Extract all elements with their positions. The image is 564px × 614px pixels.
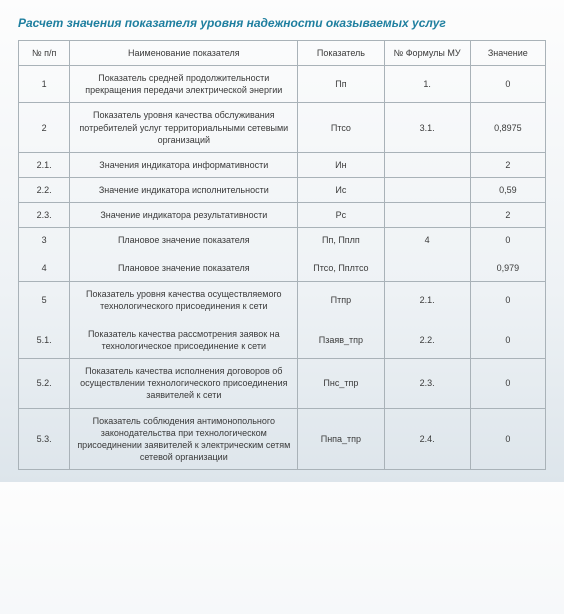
table-row: 2.3.Значение индикатора результативности… [19, 203, 546, 228]
cell-name: Значение индикатора результативности [70, 203, 298, 228]
cell-num: 2.3. [19, 203, 70, 228]
cell-num: 5.2. [19, 359, 70, 408]
cell-num: 5.1. [19, 318, 70, 359]
cell-name: Показатель качества рассмотрения заявок … [70, 318, 298, 359]
cell-formula: 2.3. [384, 359, 470, 408]
col-header-value: Значение [470, 41, 545, 66]
cell-formula: 2.2. [384, 318, 470, 359]
cell-name: Значение индикатора исполнительности [70, 177, 298, 202]
cell-indicator: Рс [298, 203, 384, 228]
table-row: 1Показатель средней продолжительности пр… [19, 66, 546, 103]
cell-num: 2.2. [19, 177, 70, 202]
table-row: 5Показатель уровня качества осуществляем… [19, 281, 546, 318]
cell-num: 5 [19, 281, 70, 318]
table-row: 2.2.Значение индикатора исполнительности… [19, 177, 546, 202]
cell-formula [384, 177, 470, 202]
cell-value: 0 [470, 228, 545, 253]
cell-formula: 1. [384, 66, 470, 103]
indicators-table: № п/п Наименование показателя Показатель… [18, 40, 546, 470]
cell-formula [384, 152, 470, 177]
cell-value: 0,979 [470, 252, 545, 281]
cell-name: Показатель уровня качества обслуживания … [70, 103, 298, 152]
cell-num: 5.3. [19, 408, 70, 470]
table-row: 3Плановое значение показателяПп, Пплп40 [19, 228, 546, 253]
cell-num: 3 [19, 228, 70, 253]
cell-name: Показатель соблюдения антимонопольного з… [70, 408, 298, 470]
cell-value: 0,59 [470, 177, 545, 202]
cell-formula: 2.1. [384, 281, 470, 318]
cell-num: 2.1. [19, 152, 70, 177]
col-header-num: № п/п [19, 41, 70, 66]
col-header-formula: № Формулы МУ [384, 41, 470, 66]
cell-value: 0 [470, 318, 545, 359]
cell-formula [384, 252, 470, 281]
cell-num: 2 [19, 103, 70, 152]
cell-indicator: Птсо [298, 103, 384, 152]
cell-formula [384, 203, 470, 228]
cell-formula: 2.4. [384, 408, 470, 470]
cell-indicator: Птпр [298, 281, 384, 318]
table-row: 4Плановое значение показателяПтсо, Пплтс… [19, 252, 546, 281]
cell-name: Показатель качества исполнения договоров… [70, 359, 298, 408]
cell-value: 0 [470, 408, 545, 470]
cell-indicator: Пп [298, 66, 384, 103]
cell-indicator: Ис [298, 177, 384, 202]
cell-indicator: Пнпа_тпр [298, 408, 384, 470]
cell-num: 1 [19, 66, 70, 103]
col-header-name: Наименование показателя [70, 41, 298, 66]
cell-indicator: Пнс_тпр [298, 359, 384, 408]
cell-indicator: Ин [298, 152, 384, 177]
cell-name: Плановое значение показателя [70, 252, 298, 281]
cell-value: 0 [470, 359, 545, 408]
table-row: 5.2.Показатель качества исполнения догов… [19, 359, 546, 408]
cell-indicator: Пп, Пплп [298, 228, 384, 253]
cell-indicator: Пзаяв_тпр [298, 318, 384, 359]
cell-formula: 4 [384, 228, 470, 253]
cell-value: 0,8975 [470, 103, 545, 152]
cell-formula: 3.1. [384, 103, 470, 152]
table-row: 5.1.Показатель качества рассмотрения зая… [19, 318, 546, 359]
cell-name: Плановое значение показателя [70, 228, 298, 253]
cell-indicator: Птсо, Пплтсо [298, 252, 384, 281]
cell-name: Показатель уровня качества осуществляемо… [70, 281, 298, 318]
page-title: Расчет значения показателя уровня надежн… [18, 16, 546, 30]
cell-value: 2 [470, 152, 545, 177]
cell-value: 0 [470, 281, 545, 318]
cell-value: 0 [470, 66, 545, 103]
cell-name: Показатель средней продолжительности пре… [70, 66, 298, 103]
cell-name: Значения индикатора информативности [70, 152, 298, 177]
table-row: 2.1.Значения индикатора информативностиИ… [19, 152, 546, 177]
col-header-indicator: Показатель [298, 41, 384, 66]
table-row: 5.3.Показатель соблюдения антимонопольно… [19, 408, 546, 470]
cell-num: 4 [19, 252, 70, 281]
cell-value: 2 [470, 203, 545, 228]
table-row: 2Показатель уровня качества обслуживания… [19, 103, 546, 152]
